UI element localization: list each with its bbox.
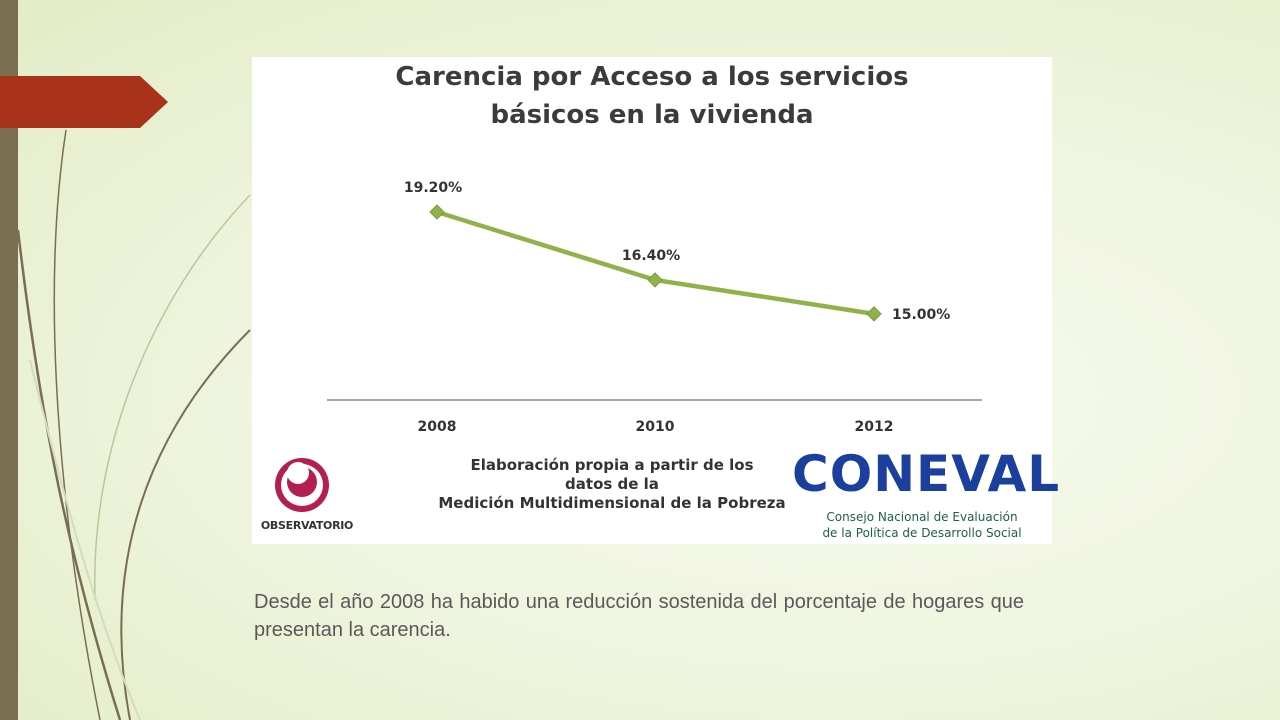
coneval-subtitle-line-1: Consejo Nacional de Evaluación xyxy=(826,510,1018,524)
coneval-logo: CONEVAL Consejo Nacional de Evaluación d… xyxy=(792,441,1061,544)
coneval-subtitle-line-2: de la Política de Desarrollo Social xyxy=(822,526,1022,540)
credit-line-1: Elaboración propia a partir de los xyxy=(470,456,754,474)
credit-line-3: Medición Multidimensional de la Pobreza xyxy=(438,494,786,512)
source-credit: Elaboración propia a partir de los datos… xyxy=(372,456,852,513)
decorative-swirl xyxy=(16,129,251,720)
x-tick-label-2012: 2012 xyxy=(855,419,894,435)
x-tick-label-2008: 2008 xyxy=(418,419,457,435)
observatorio-logo xyxy=(252,449,362,539)
coneval-wordmark: CONEVAL xyxy=(792,445,1061,503)
data-point-2012 xyxy=(866,306,882,322)
line-chart: 19.20% 2008 16.40% 2010 15.00% 2012 xyxy=(327,180,982,435)
left-decor-bar xyxy=(0,0,18,720)
chart-title-line-2: básicos en la vivienda xyxy=(490,100,814,130)
observatorio-emblem-icon xyxy=(275,458,329,512)
data-label-2010: 16.40% xyxy=(622,248,680,264)
chart-panel: Carencia por Acceso a los servicios bási… xyxy=(252,57,1061,544)
credit-line-2: datos de la xyxy=(565,475,659,493)
data-label-2008: 19.20% xyxy=(404,180,462,196)
observatorio-logo-text: OBSERVATORIO xyxy=(260,519,354,532)
data-label-2012: 15.00% xyxy=(892,307,950,323)
data-point-2008 xyxy=(429,204,445,220)
chart-title-line-1: Carencia por Acceso a los servicios xyxy=(395,62,909,92)
data-point-2010 xyxy=(647,272,663,288)
slide-caption: Desde el año 2008 ha habido una reducció… xyxy=(254,591,1024,641)
chart-title: Carencia por Acceso a los servicios bási… xyxy=(252,57,1052,134)
x-tick-label-2010: 2010 xyxy=(636,419,675,435)
accent-arrow-tab xyxy=(0,76,168,128)
coneval-subtitle: Consejo Nacional de Evaluación de la Pol… xyxy=(792,509,1052,541)
